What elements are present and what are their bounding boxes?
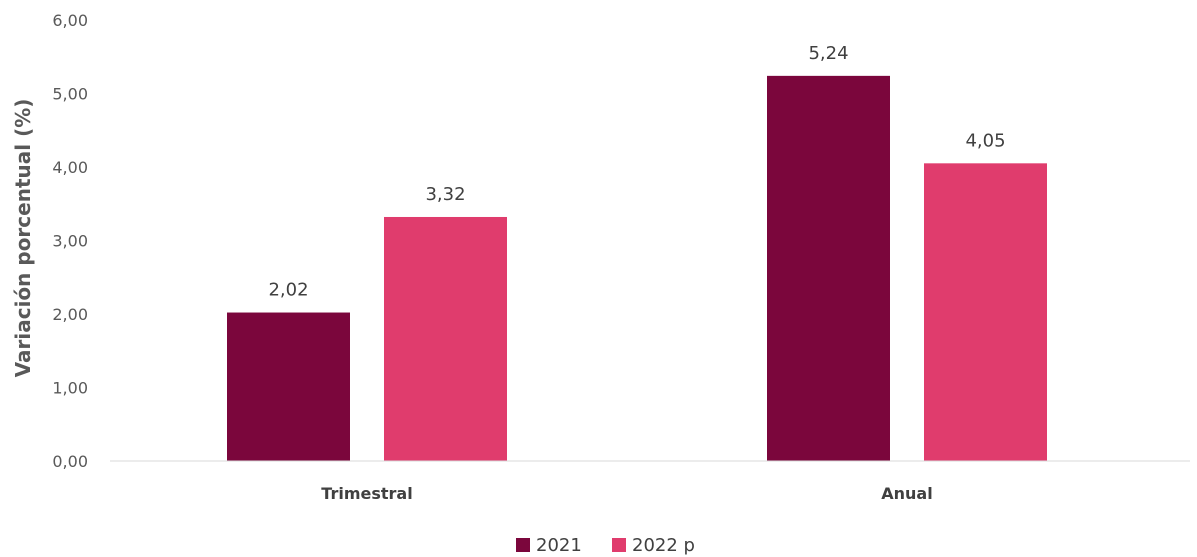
data-label: 3,32 [425, 184, 465, 205]
y-tick-label: 6,00 [52, 11, 88, 30]
y-tick-label: 5,00 [52, 85, 88, 104]
y-tick-label: 4,00 [52, 158, 88, 177]
data-label: 4,05 [965, 130, 1005, 151]
category-labels: Trimestral Anual [321, 484, 932, 503]
bar-2022-p-trimestral [384, 216, 507, 461]
y-axis-ticks: 0,00 1,00 2,00 3,00 4,00 5,00 6,00 [52, 11, 88, 471]
legend-swatch [516, 538, 530, 552]
bars [227, 75, 1047, 462]
legend-swatch [612, 538, 626, 552]
data-label: 5,24 [808, 43, 848, 64]
y-tick-label: 3,00 [52, 232, 88, 251]
legend-label: 2022 p [632, 535, 695, 556]
legend-label: 2021 [536, 535, 582, 556]
y-tick-label: 2,00 [52, 305, 88, 324]
y-axis-title: Variación porcentual (%) [11, 99, 35, 378]
data-labels: 2,02 3,32 5,24 4,05 [268, 43, 1005, 301]
data-label: 2,02 [268, 280, 308, 301]
y-tick-label: 0,00 [52, 452, 88, 471]
bar-2021-trimestral [227, 312, 350, 461]
category-label: Trimestral [321, 484, 412, 503]
y-tick-label: 1,00 [52, 379, 88, 398]
legend: 2021 2022 p [516, 535, 695, 556]
category-label: Anual [881, 484, 932, 503]
bar-2022-p-anual [924, 163, 1047, 461]
bar-2021-anual [767, 75, 890, 462]
